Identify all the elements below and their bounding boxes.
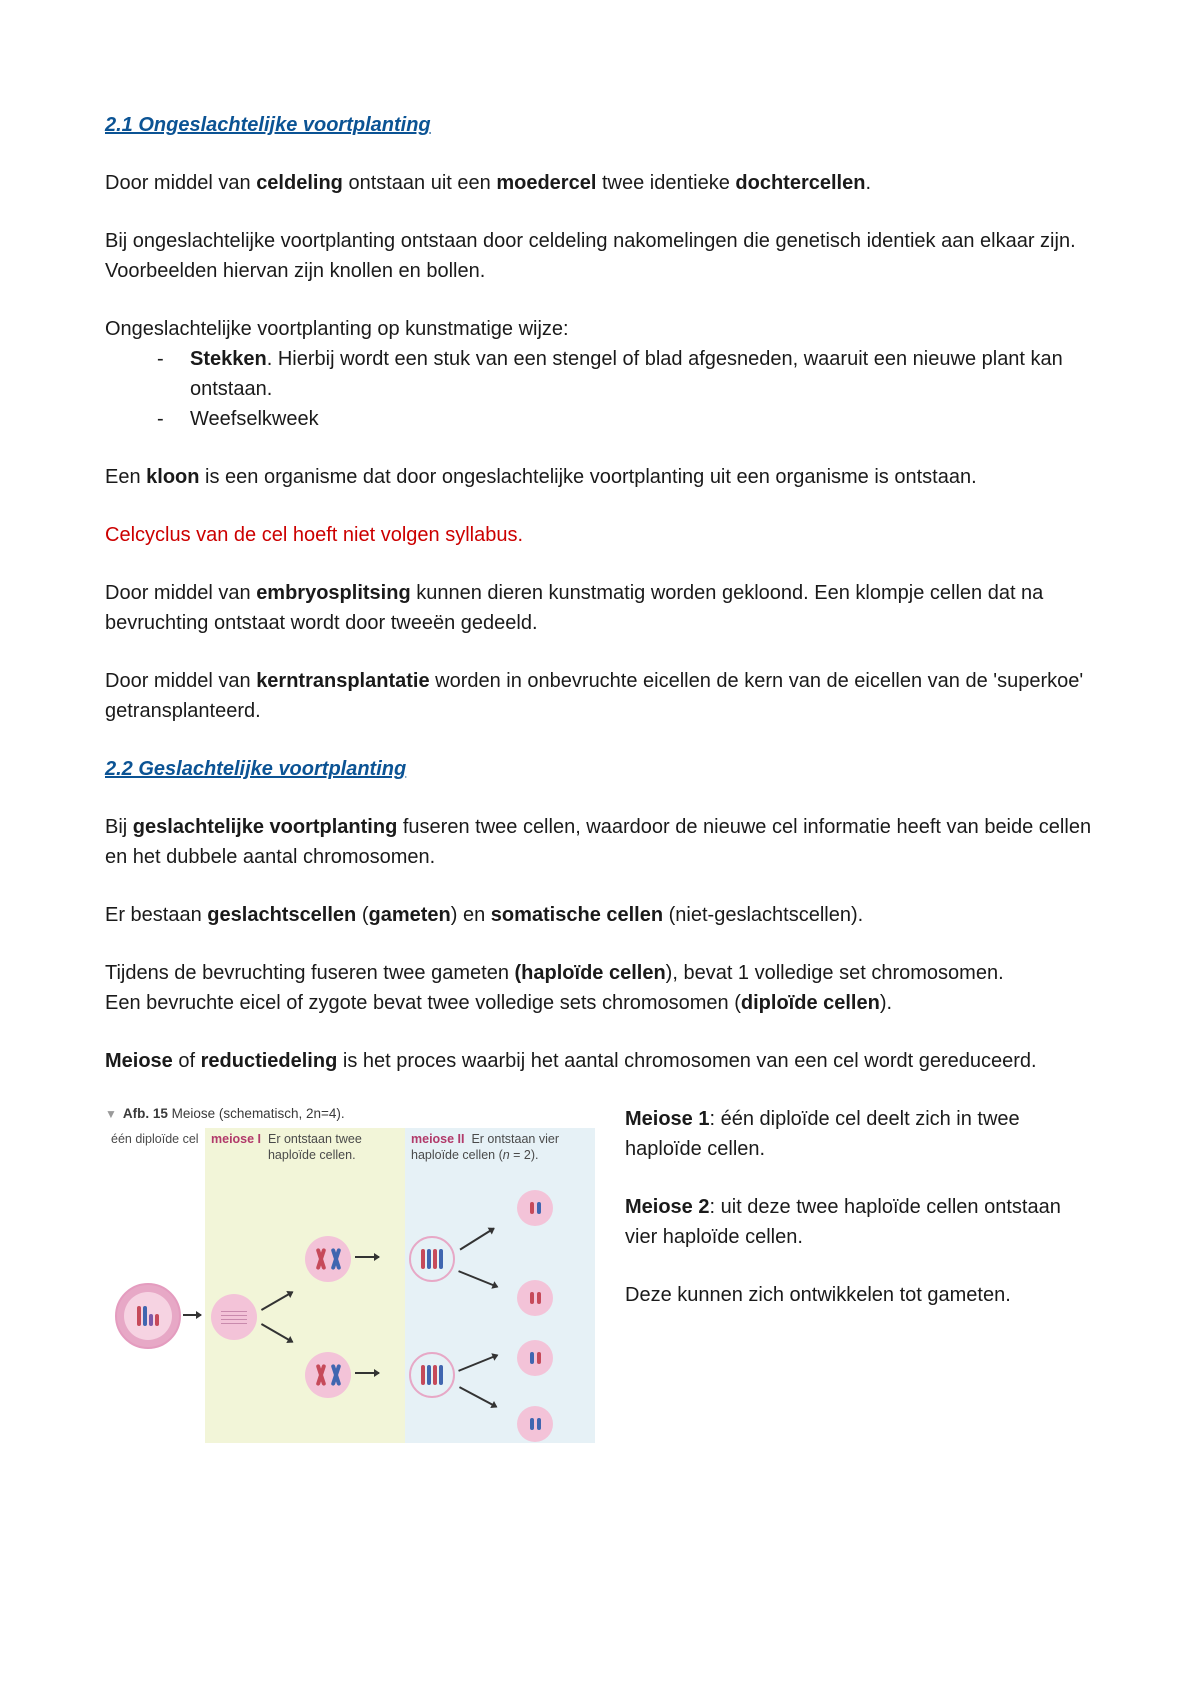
t: Een bevruchte eicel of zygote bevat twee… [105, 992, 741, 1014]
b: embryosplitsing [256, 582, 410, 604]
t: of [173, 1050, 201, 1072]
meiose-schematic: één diploïde cel meiose I Er ontstaan tw… [105, 1128, 595, 1443]
fig-col-diploide: één diploïde cel [105, 1128, 205, 1443]
t: Door middel van [105, 582, 256, 604]
section-heading-2-2: 2.2 Geslachtelijke voortplanting [105, 754, 1095, 784]
arrow-icon [261, 1323, 293, 1343]
side-meiose-2: Meiose 2: uit deze twee haploïde cellen … [625, 1192, 1095, 1252]
t: ) en [451, 904, 491, 926]
t: Door middel van [105, 670, 256, 692]
meiose-figure: ▼ Afb. 15 Meiose (schematisch, 2n=4). éé… [105, 1104, 595, 1443]
para-celdeling: Door middel van celdeling ontstaan uit e… [105, 168, 1095, 198]
caption-text: Meiose (schematisch, 2n=4). [168, 1106, 345, 1121]
para-gameten: Er bestaan geslachtscellen (gameten) en … [105, 900, 1095, 930]
para-geslachtelijke: Bij geslachtelijke voortplanting fuseren… [105, 812, 1095, 872]
b: dochtercellen [735, 172, 865, 194]
list-item-weefselkweek: Weefselkweek [155, 404, 1095, 434]
haploide-cel-icon [305, 1352, 351, 1398]
arrow-icon [458, 1270, 498, 1288]
triangle-icon: ▼ [105, 1105, 117, 1123]
section-heading-2-1: 2.1 Ongeslachtelijke voortplanting [105, 110, 1095, 140]
arrow-icon [458, 1354, 498, 1372]
b: Stekken [190, 348, 267, 370]
b: celdeling [256, 172, 343, 194]
t: twee identieke [596, 172, 735, 194]
kunstmatig-list: Stekken. Hierbij wordt een stuk van een … [105, 344, 1095, 434]
b: Meiose 1 [625, 1108, 709, 1130]
b: moedercel [496, 172, 596, 194]
para-haploide-diploide: Tijdens de bevruchting fuseren twee game… [105, 958, 1095, 1018]
b: (haploïde cellen [515, 962, 666, 984]
para-kunstmatig-intro: Ongeslachtelijke voortplanting op kunstm… [105, 314, 1095, 344]
t: . [865, 172, 871, 194]
t: Bij [105, 816, 133, 838]
arrow-icon [460, 1228, 495, 1251]
col-head-a: één diploïde cel [111, 1132, 201, 1148]
para-embryosplitsing: Door middel van embryosplitsing kunnen d… [105, 578, 1095, 638]
spindle-cell-icon [409, 1352, 455, 1398]
b: geslachtscellen [207, 904, 356, 926]
haploide-cel-icon [305, 1236, 351, 1282]
t: (niet-geslachtscellen). [663, 904, 863, 926]
side-meiose-1: Meiose 1: één diploïde cel deelt zich in… [625, 1104, 1095, 1164]
para-kerntransplantatie: Door middel van kerntransplantatie worde… [105, 666, 1095, 726]
fig-col-meiose1: meiose I Er ontstaan twee haploïde celle… [205, 1128, 405, 1443]
figure-caption: ▼ Afb. 15 Meiose (schematisch, 2n=4). [105, 1104, 595, 1124]
red-note-celcyclus: Celcyclus van de cel hoeft niet volgen s… [105, 520, 1095, 550]
col-b-title: meiose I [211, 1132, 261, 1146]
fig-col-meiose2: meiose II Er ontstaan vier haploïde cell… [405, 1128, 595, 1443]
b: geslachtelijke voortplanting [133, 816, 398, 838]
b: reductiedeling [201, 1050, 338, 1072]
list-item-stekken: Stekken. Hierbij wordt een stuk van een … [155, 344, 1095, 404]
t: Tijdens de bevruchting fuseren twee game… [105, 962, 515, 984]
haploide-cel-icon [517, 1280, 553, 1316]
t: is het proces waarbij het aantal chromos… [337, 1050, 1036, 1072]
b: kloon [146, 466, 199, 488]
col-head-b: meiose I Er ontstaan twee haploïde celle… [211, 1132, 401, 1163]
haploide-cel-icon [517, 1340, 553, 1376]
t: ). [880, 992, 892, 1014]
t: is een organisme dat door ongeslachtelij… [200, 466, 977, 488]
t: Door middel van [105, 172, 256, 194]
arrow-icon [261, 1291, 293, 1311]
haploide-cel-icon [517, 1406, 553, 1442]
figure-row: ▼ Afb. 15 Meiose (schematisch, 2n=4). éé… [105, 1104, 1095, 1443]
t: Een [105, 466, 146, 488]
arrow-icon [355, 1372, 379, 1374]
para-kloon: Een kloon is een organisme dat door onge… [105, 462, 1095, 492]
b: gameten [368, 904, 450, 926]
arrow-icon [183, 1314, 201, 1316]
para-meiose-def: Meiose of reductiedeling is het proces w… [105, 1046, 1095, 1076]
haploide-cel-icon [517, 1190, 553, 1226]
arrow-icon [459, 1387, 497, 1408]
b: Meiose [105, 1050, 173, 1072]
b: diploïde cellen [741, 992, 880, 1014]
side-text: Meiose 1: één diploïde cel deelt zich in… [625, 1104, 1095, 1338]
arrow-icon [355, 1256, 379, 1258]
col-b-sub: Er ontstaan twee haploïde cellen. [268, 1132, 388, 1163]
b: Meiose 2 [625, 1196, 709, 1218]
t: ontstaan uit een [343, 172, 496, 194]
b: somatische cellen [491, 904, 663, 926]
t: . Hierbij wordt een stuk van een stengel… [190, 348, 1063, 400]
para-identiek: Bij ongeslachtelijke voortplanting ontst… [105, 226, 1095, 286]
spindle-cell-icon [409, 1236, 455, 1282]
b: kerntransplantatie [256, 670, 429, 692]
side-gameten: Deze kunnen zich ontwikkelen tot gameten… [625, 1280, 1095, 1310]
col-c-title: meiose II [411, 1132, 465, 1146]
t: ), bevat 1 volledige set chromosomen. [666, 962, 1004, 984]
t: Er bestaan [105, 904, 207, 926]
col-head-c: meiose II Er ontstaan vier haploïde cell… [411, 1132, 589, 1163]
caption-label: Afb. 15 [123, 1106, 168, 1121]
diploide-cel-icon [115, 1283, 181, 1349]
t: ( [356, 904, 368, 926]
spindle-cell-icon [211, 1294, 257, 1340]
